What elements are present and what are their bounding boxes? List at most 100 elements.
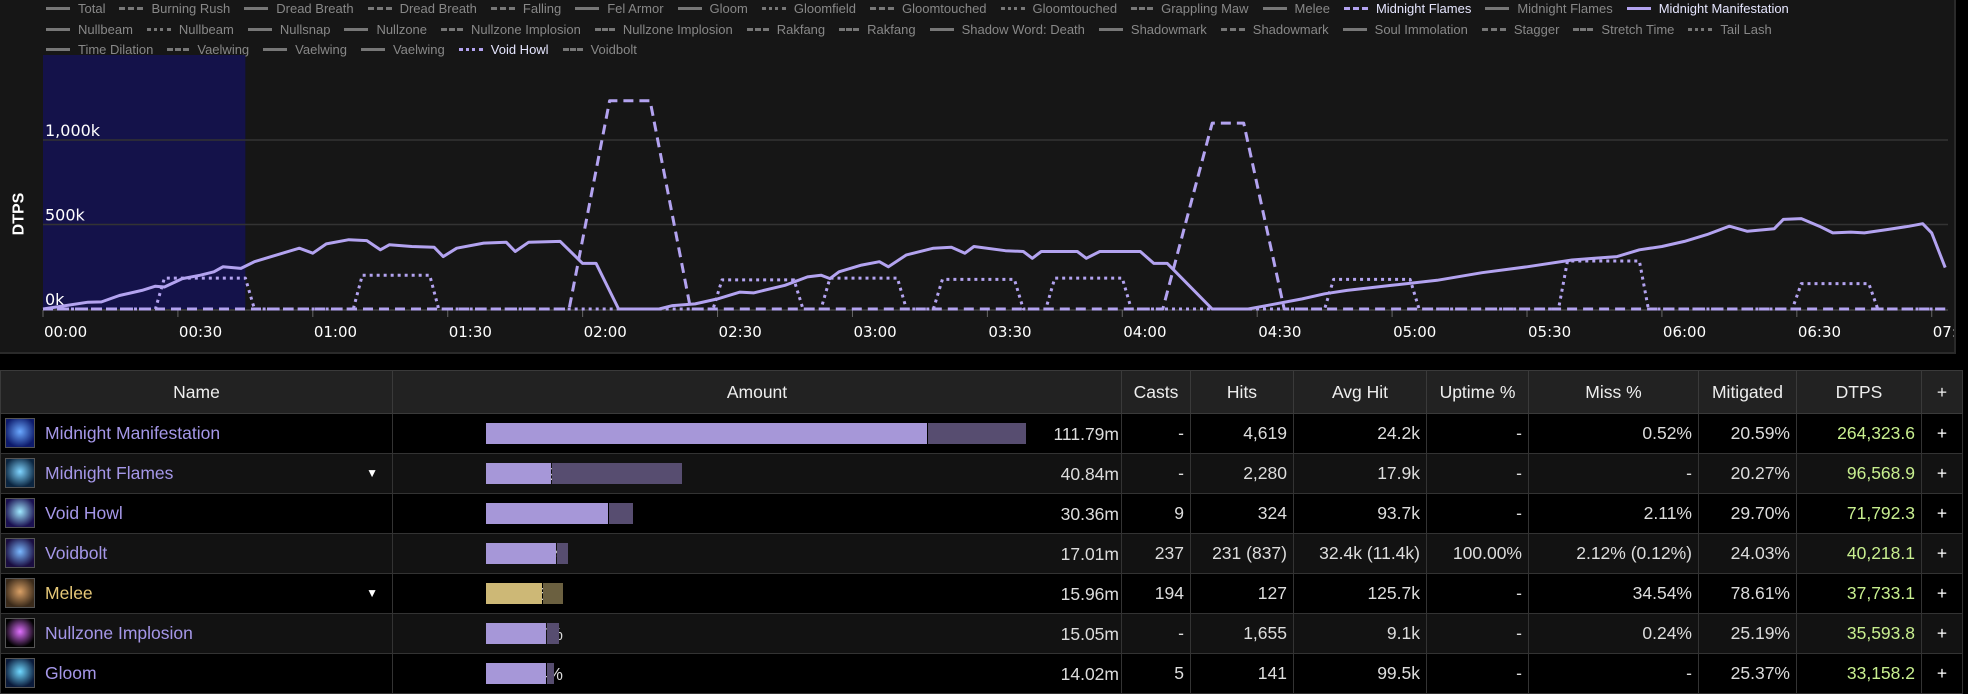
name-cell[interactable]: Voidbolt: [0, 533, 393, 574]
legend-item-nullbeam[interactable]: Nullbeam: [146, 22, 234, 37]
legend-item-burning-rush[interactable]: Burning Rush: [119, 1, 230, 16]
add-details-button[interactable]: +: [1921, 653, 1963, 694]
selection-range[interactable]: [43, 55, 246, 309]
y-tick-label: 500k: [45, 206, 86, 225]
series-line-midnight-flames-dash[interactable]: [43, 99, 1946, 311]
legend-item-vaelwing[interactable]: Vaelwing: [360, 42, 445, 57]
name-cell[interactable]: Midnight Flames ▼: [0, 453, 393, 494]
name-cell[interactable]: Nullzone Implosion: [0, 613, 393, 654]
legend-item-vaelwing[interactable]: Vaelwing: [167, 42, 249, 57]
x-tick-label: 04:00: [1123, 323, 1166, 341]
add-details-button[interactable]: +: [1921, 493, 1963, 534]
column-header-miss[interactable]: Miss %: [1528, 370, 1699, 414]
legend-item-gloomtouched[interactable]: Gloomtouched: [869, 1, 987, 16]
legend-item-gloomfield[interactable]: Gloomfield: [761, 1, 856, 16]
expand-caret-icon[interactable]: ▼: [366, 586, 378, 600]
legend-item-melee[interactable]: Melee: [1262, 1, 1330, 16]
add-details-button[interactable]: +: [1921, 453, 1963, 494]
name-cell[interactable]: Void Howl: [0, 493, 393, 534]
legend-item-total[interactable]: Total: [46, 1, 105, 16]
legend-item-fel-armor[interactable]: Fel Armor: [575, 1, 664, 16]
legend-row: Total Burning Rush Dread Breath Dread Breat…: [46, 1, 1789, 16]
legend-item-nullsnap[interactable]: Nullsnap: [247, 22, 330, 37]
legend-item-gloomtouched[interactable]: Gloomtouched: [1000, 1, 1117, 16]
legend-item-nullzone[interactable]: Nullzone: [344, 22, 427, 37]
legend-item-shadowmark[interactable]: Shadowmark: [1220, 22, 1329, 37]
table-row[interactable]: Nullzone Implosion4.87%15.05m-1,6559.1k-…: [0, 613, 1963, 654]
legend-item-midnight-manifestation[interactable]: Midnight Manifestation: [1626, 1, 1789, 16]
line-style-solid-icon: [46, 48, 70, 51]
legend-item-midnight-flames[interactable]: Midnight Flames: [1343, 1, 1471, 16]
amount-value: 14.02m: [1060, 664, 1119, 684]
series-line-midnight-manifestation-solid[interactable]: [42, 217, 1947, 311]
legend-item-voidbolt[interactable]: Voidbolt: [562, 42, 637, 57]
name-cell[interactable]: Melee ▼: [0, 573, 393, 614]
add-details-button[interactable]: +: [1921, 573, 1963, 614]
x-tick-label: 02:30: [719, 323, 762, 341]
column-header-hits[interactable]: Hits: [1190, 370, 1294, 414]
spell-name-link[interactable]: Voidbolt: [45, 543, 108, 563]
legend-item-nullzone-implosion[interactable]: Nullzone Implosion: [441, 22, 581, 37]
series-line-void-howl-dot[interactable]: [43, 259, 1946, 311]
uptime-cell: -: [1426, 613, 1529, 654]
column-header-dtps[interactable]: DTPS: [1796, 370, 1922, 414]
amount-cell: 36.15%111.79m: [392, 413, 1122, 454]
legend-item-stagger[interactable]: Stagger: [1481, 22, 1559, 37]
name-cell[interactable]: Midnight Manifestation: [0, 413, 393, 454]
column-header-add[interactable]: +: [1921, 370, 1963, 414]
column-header-casts[interactable]: Casts: [1121, 370, 1191, 414]
legend-item-time-dilation[interactable]: Time Dilation: [46, 42, 153, 57]
table-row[interactable]: Void Howl 9.82%30.36m932493.7k-2.11%29.70…: [0, 493, 1963, 534]
column-header-uptime[interactable]: Uptime %: [1426, 370, 1529, 414]
legend-item-gloom[interactable]: Gloom: [677, 1, 748, 16]
legend-item-stretch-time[interactable]: Stretch Time: [1573, 22, 1674, 37]
legend-item-void-howl[interactable]: Void Howl: [458, 42, 549, 57]
nullzone-implosion-icon: [5, 618, 35, 648]
legend-item-rakfang[interactable]: Rakfang: [746, 22, 825, 37]
spell-name-link[interactable]: Nullzone Implosion: [45, 623, 193, 643]
mitigated-cell: 29.70%: [1698, 493, 1797, 534]
legend-item-tail-lash[interactable]: Tail Lash: [1688, 22, 1772, 37]
add-details-button[interactable]: +: [1921, 533, 1963, 574]
table-row[interactable]: Midnight Manifestation36.15%111.79m-4,61…: [0, 413, 1963, 454]
legend-item-dread-breath[interactable]: Dread Breath: [244, 1, 354, 16]
column-header-amount[interactable]: Amount: [392, 370, 1122, 414]
legend-item-soul-immolation[interactable]: Soul Immolation: [1342, 22, 1468, 37]
legend-item-shadow-word-death[interactable]: Shadow Word: Death: [929, 22, 1085, 37]
legend-item-rakfang[interactable]: Rakfang: [839, 22, 916, 37]
spell-name-link[interactable]: Void Howl: [45, 503, 123, 523]
table-row[interactable]: Melee ▼ 5.16%15.96m194127125.7k-34.54%78.6…: [0, 573, 1963, 614]
hits-cell: 4,619: [1190, 413, 1294, 454]
spell-name-link[interactable]: Gloom: [45, 663, 97, 683]
legend-item-dread-breath[interactable]: Dread Breath: [367, 1, 477, 16]
dtps-chart[interactable]: Total Burning Rush Dread Breath Dread Breat…: [0, 0, 1956, 354]
miss-cell: -: [1528, 653, 1699, 694]
add-details-button[interactable]: +: [1921, 613, 1963, 654]
y-axis-label: DTPS: [10, 192, 28, 236]
line-style-solid-icon: [1342, 28, 1367, 31]
table-row[interactable]: Midnight Flames▼13.21%40.84m-2,28017.9k-…: [0, 453, 1963, 494]
legend-item-grappling-maw[interactable]: Grappling Maw: [1131, 1, 1249, 16]
column-header-name[interactable]: Name: [0, 370, 393, 414]
legend-label: Grappling Maw: [1161, 1, 1249, 16]
spell-name-link[interactable]: Melee: [45, 583, 93, 603]
legend-item-midnight-flames[interactable]: Midnight Flames: [1485, 1, 1613, 16]
legend-item-shadowmark[interactable]: Shadowmark: [1098, 22, 1207, 37]
legend-label: Midnight Manifestation: [1658, 1, 1789, 16]
expand-caret-icon[interactable]: ▼: [366, 466, 378, 480]
legend-item-nullzone-implosion[interactable]: Nullzone Implosion: [594, 22, 733, 37]
table-row[interactable]: Gloom4.54%14.02m514199.5k--25.37%33,158.…: [0, 653, 1963, 694]
legend-item-nullbeam[interactable]: Nullbeam: [46, 22, 133, 37]
name-cell[interactable]: Gloom: [0, 653, 393, 694]
x-tick-label: 06:30: [1798, 323, 1841, 341]
column-header-mitigated[interactable]: Mitigated: [1698, 370, 1797, 414]
legend-item-vaelwing[interactable]: Vaelwing: [263, 42, 347, 57]
spell-name-link[interactable]: Midnight Flames: [45, 463, 174, 483]
add-details-button[interactable]: +: [1921, 413, 1963, 454]
spell-name-link[interactable]: Midnight Manifestation: [45, 423, 221, 443]
chart-plot[interactable]: 0k 500k 1,000k 00:00 00:30 01:00 01:30 02:00 02:…: [0, 0, 1954, 352]
column-header-avg-hit[interactable]: Avg Hit: [1293, 370, 1427, 414]
legend-item-falling[interactable]: Falling: [490, 1, 561, 16]
amount-bar-secondary: [609, 503, 633, 524]
